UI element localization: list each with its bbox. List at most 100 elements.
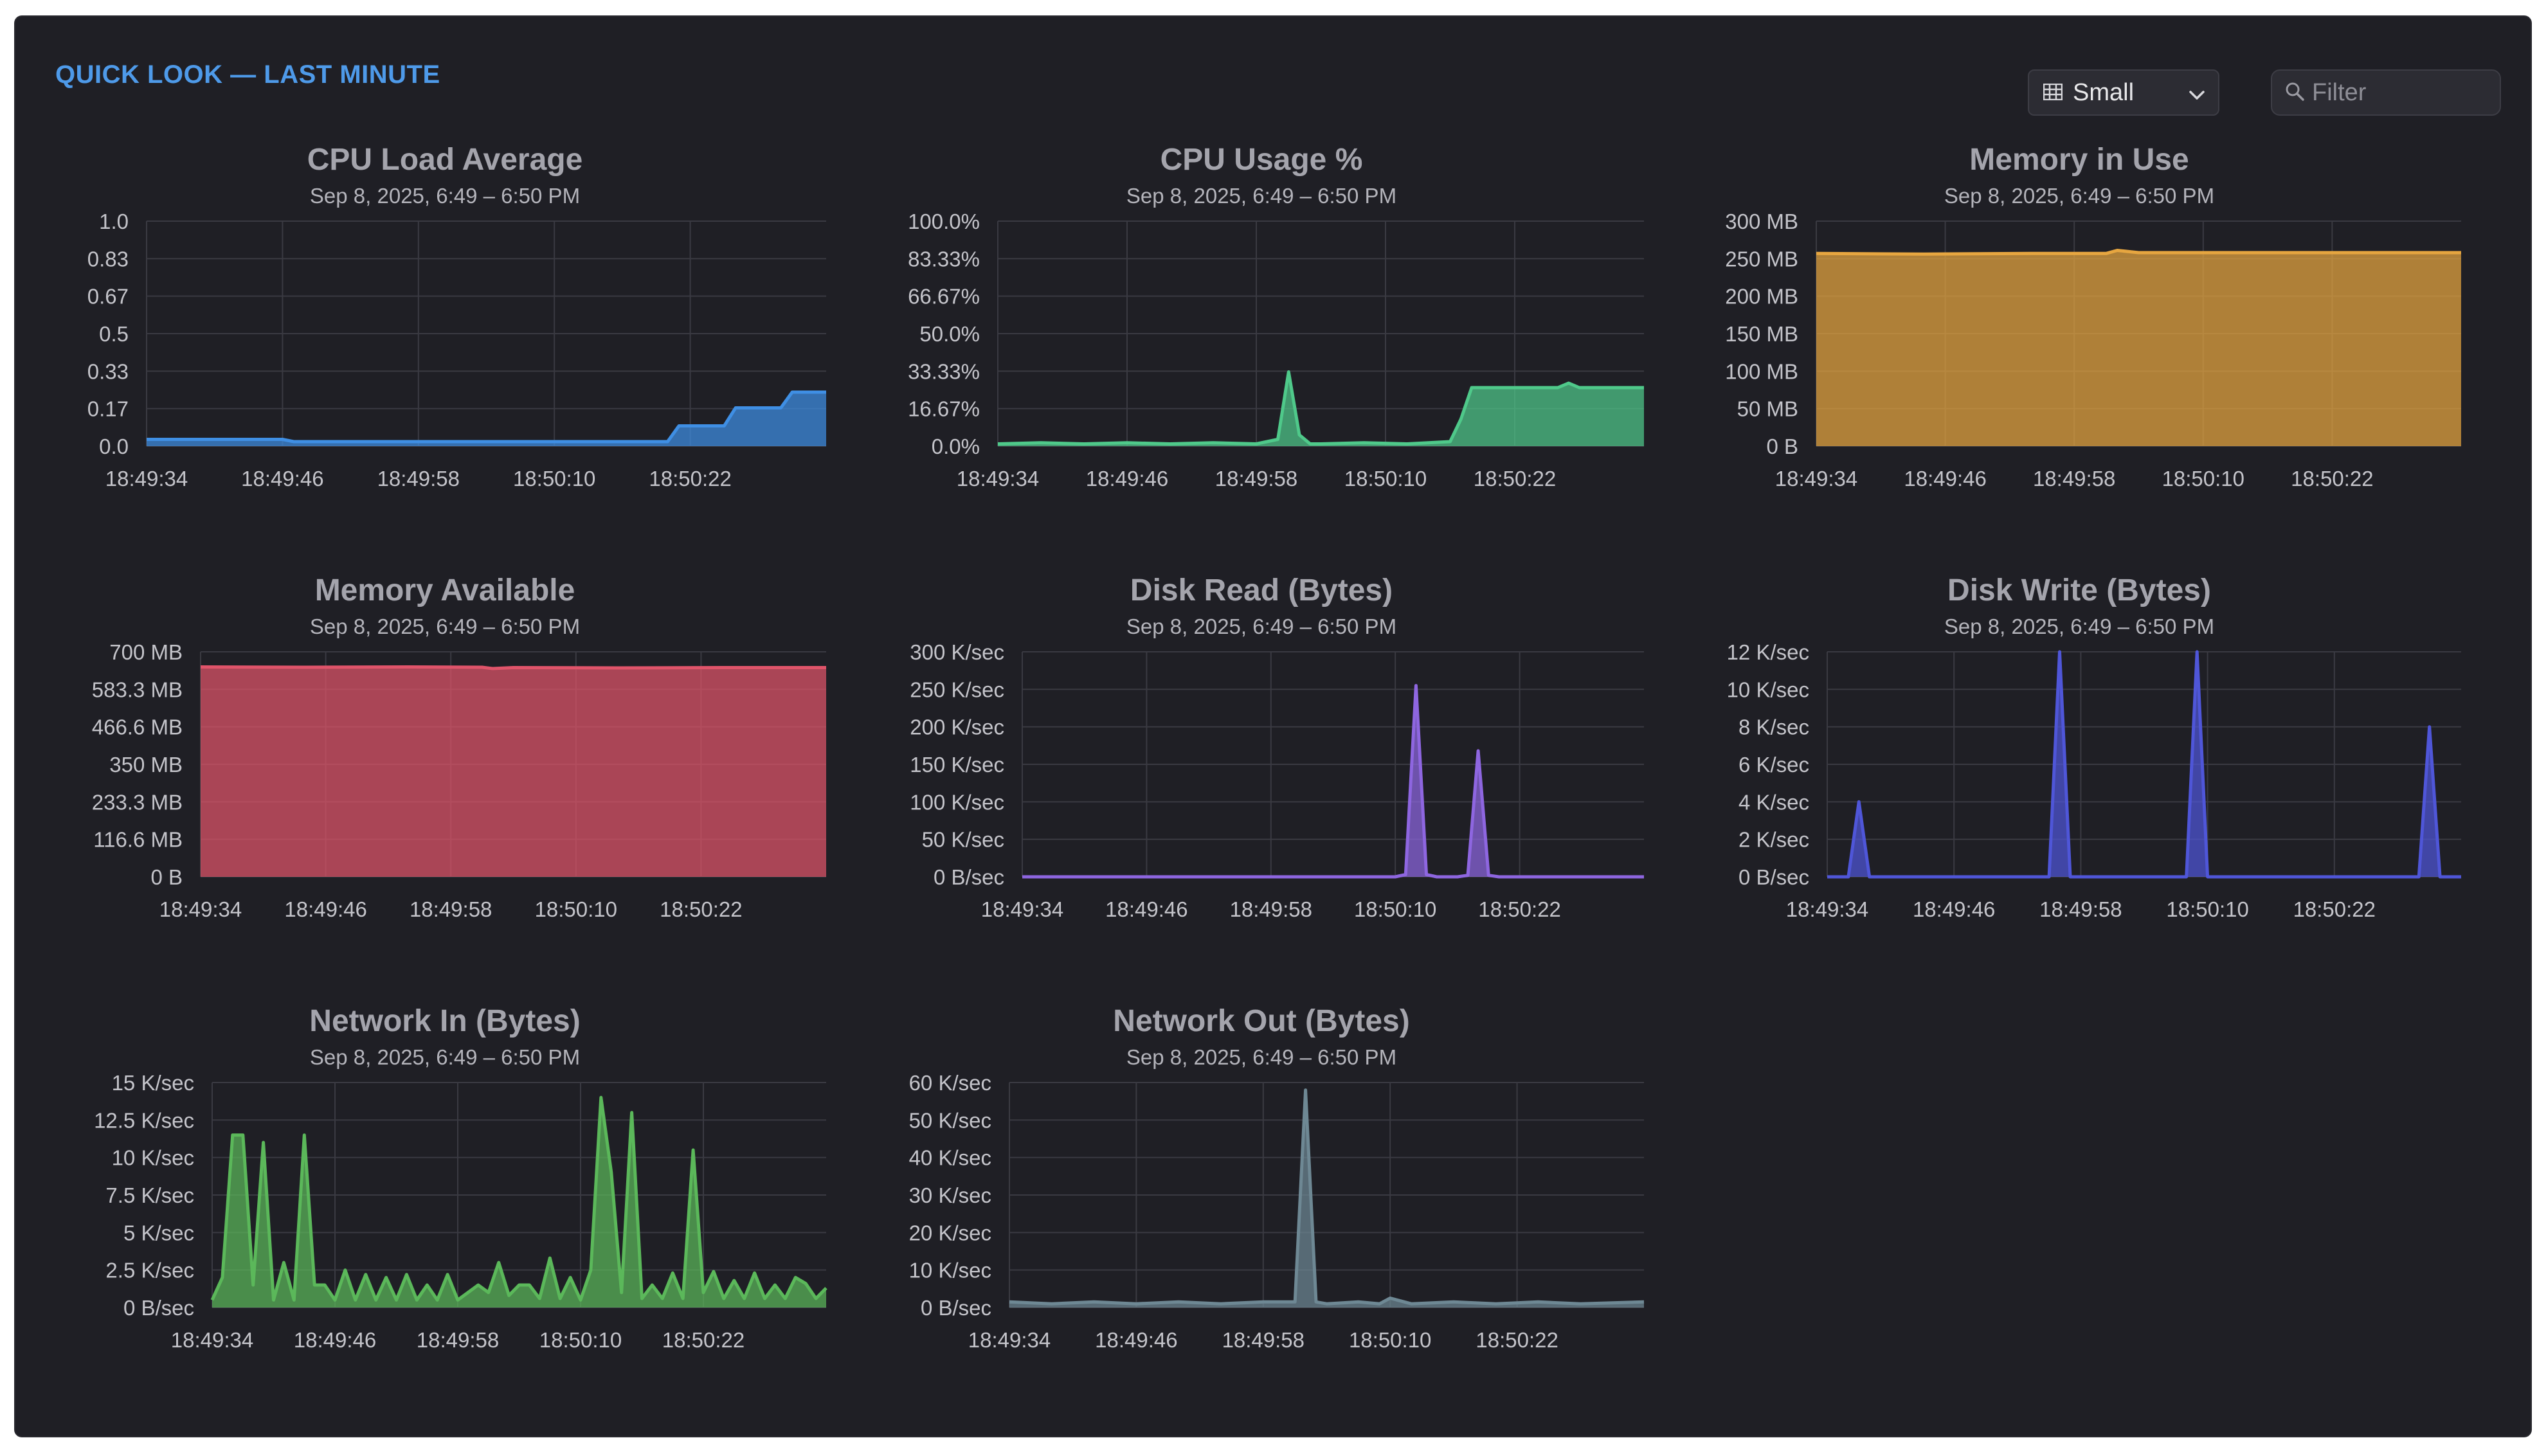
network-in-bytes-y-tick-label: 7.5 K/sec [105,1183,194,1207]
cpu-load-average-y-tick-label: 0.17 [87,397,129,421]
memory-in-use-x-tick-label: 18:50:10 [2162,467,2244,490]
memory-available-y-tick-label: 0 B [150,865,183,889]
disk-write-bytes-x-tick-label: 18:49:58 [2039,897,2122,921]
panel-title: QUICK LOOK — LAST MINUTE [55,60,440,89]
network-out-bytes-y-tick-label: 0 B/sec [921,1296,991,1320]
memory-in-use-title: Memory in Use [1969,143,2189,177]
cpu-load-average-x-tick-label: 18:49:46 [241,467,323,490]
network-in-bytes-x-tick-label: 18:49:58 [417,1328,499,1352]
disk-read-bytes-x-tick-label: 18:50:22 [1478,897,1560,921]
memory-available-y-tick-label: 350 MB [109,753,183,777]
disk-write-bytes-x-tick-label: 18:49:34 [1786,897,1868,921]
cpu-usage-pct-y-tick-label: 83.33% [908,247,980,271]
disk-read-bytes-y-tick-label: 150 K/sec [910,753,1004,777]
network-in-bytes-area [212,1097,826,1308]
disk-read-bytes-y-tick-label: 200 K/sec [910,715,1004,739]
network-in-bytes-title: Network In (Bytes) [309,1004,580,1038]
filter-input[interactable] [2311,78,2487,107]
cpu-load-average-y-tick-label: 0.83 [87,247,129,271]
memory-in-use-area [1816,250,2461,446]
network-in-bytes-chart: Network In (Bytes) Sep 8, 2025, 6:49 – 6:… [94,1004,827,1352]
disk-write-bytes-y-tick-label: 4 K/sec [1738,790,1809,814]
memory-in-use-y-tick-label: 100 MB [1725,359,1798,383]
disk-write-bytes-y-tick-label: 0 B/sec [1738,865,1809,889]
search-icon [2285,82,2304,104]
network-in-bytes-y-tick-label: 12.5 K/sec [94,1108,194,1132]
cpu-usage-pct-title: CPU Usage % [1160,143,1363,177]
disk-read-bytes-x-tick-label: 18:49:46 [1105,897,1187,921]
disk-write-bytes-y-tick-label: 6 K/sec [1738,753,1809,777]
memory-available-subtitle: Sep 8, 2025, 6:49 – 6:50 PM [310,615,580,638]
memory-in-use-y-tick-label: 150 MB [1725,322,1798,346]
network-in-bytes-y-tick-label: 10 K/sec [112,1146,194,1170]
network-out-bytes-x-tick-label: 18:49:34 [968,1328,1051,1352]
cpu-load-average-y-tick-label: 0.33 [87,359,129,383]
grid-icon [2043,79,2063,107]
disk-read-bytes-x-tick-label: 18:49:34 [981,897,1063,921]
network-out-bytes-chart: Network Out (Bytes) Sep 8, 2025, 6:49 – 6… [909,1004,1645,1352]
disk-write-bytes-title: Disk Write (Bytes) [1947,573,2211,607]
network-in-bytes-x-tick-label: 18:50:22 [662,1328,745,1352]
filter-field[interactable] [2271,69,2501,116]
cpu-usage-pct-y-tick-label: 0.0% [932,435,980,458]
cpu-usage-pct-y-tick-label: 16.67% [908,397,980,421]
cpu-usage-pct-area [998,372,1644,446]
memory-in-use-y-tick-label: 200 MB [1725,285,1798,309]
cpu-load-average-x-tick-label: 18:50:22 [649,467,731,490]
memory-available-chart: Memory Available Sep 8, 2025, 6:49 – 6:50… [92,573,826,921]
network-out-bytes-y-tick-label: 50 K/sec [909,1108,991,1132]
cpu-load-average-x-tick-label: 18:49:58 [377,467,460,490]
disk-read-bytes-y-tick-label: 50 K/sec [922,828,1004,852]
memory-available-x-tick-label: 18:49:58 [410,897,492,921]
disk-write-bytes-x-tick-label: 18:50:10 [2166,897,2248,921]
memory-available-y-tick-label: 583.3 MB [92,678,183,701]
network-out-bytes-y-tick-label: 30 K/sec [909,1183,991,1207]
cpu-usage-pct-series-line [997,370,1644,445]
disk-write-bytes-x-tick-label: 18:49:46 [1913,897,1995,921]
network-in-bytes-x-tick-label: 18:50:10 [539,1328,622,1352]
disk-read-bytes-x-tick-label: 18:49:58 [1230,897,1312,921]
disk-write-bytes-y-tick-label: 2 K/sec [1738,828,1809,852]
cpu-load-average-x-tick-label: 18:50:10 [513,467,595,490]
network-out-bytes-x-tick-label: 18:50:10 [1349,1328,1431,1352]
memory-in-use-y-tick-label: 0 B [1766,435,1798,458]
cpu-usage-pct-y-tick-label: 66.67% [908,285,980,309]
disk-write-bytes-series-line [1827,650,2461,879]
cpu-usage-pct-x-tick-label: 18:50:22 [1474,467,1556,490]
network-out-bytes-x-tick-label: 18:50:22 [1476,1328,1558,1352]
memory-in-use-series-line [1816,249,2461,256]
disk-read-bytes-chart: Disk Read (Bytes) Sep 8, 2025, 6:49 – 6:5… [910,573,1644,921]
network-out-bytes-y-tick-label: 10 K/sec [909,1259,991,1282]
cpu-usage-pct-chart: CPU Usage % Sep 8, 2025, 6:49 – 6:50 PM 10… [908,143,1644,490]
network-in-bytes-y-tick-label: 0 B/sec [123,1296,194,1320]
memory-in-use-y-tick-label: 50 MB [1737,397,1798,421]
memory-available-x-tick-label: 18:50:22 [660,897,742,921]
network-in-bytes-y-tick-label: 2.5 K/sec [105,1259,194,1282]
memory-in-use-x-tick-label: 18:49:34 [1775,467,1857,490]
cpu-usage-pct-y-tick-label: 33.33% [908,359,980,383]
memory-available-area [201,667,826,877]
cpu-load-average-y-tick-label: 0.67 [87,285,129,309]
memory-available-y-tick-label: 233.3 MB [92,790,183,814]
chevron-down-icon [2189,79,2205,107]
cpu-load-average-subtitle: Sep 8, 2025, 6:49 – 6:50 PM [310,184,580,208]
size-select[interactable]: Small [2028,69,2219,116]
cpu-load-average-series-line [147,390,826,444]
cpu-load-average-title: CPU Load Average [307,143,583,177]
disk-read-bytes-y-tick-label: 250 K/sec [910,678,1004,701]
network-in-bytes-x-tick-label: 18:49:46 [294,1328,376,1352]
disk-write-bytes-y-tick-label: 10 K/sec [1727,678,1809,701]
network-in-bytes-x-tick-label: 18:49:34 [171,1328,253,1352]
memory-in-use-x-tick-label: 18:50:22 [2291,467,2373,490]
memory-available-y-tick-label: 116.6 MB [93,828,183,852]
network-in-bytes-y-tick-label: 5 K/sec [123,1221,194,1245]
memory-in-use-chart: Memory in Use Sep 8, 2025, 6:49 – 6:50 PM… [1725,143,2461,490]
network-out-bytes-y-tick-label: 40 K/sec [909,1146,991,1170]
cpu-load-average-chart: CPU Load Average Sep 8, 2025, 6:49 – 6:50… [87,143,826,490]
disk-read-bytes-y-tick-label: 0 B/sec [934,865,1004,889]
network-out-bytes-x-tick-label: 18:49:46 [1095,1328,1177,1352]
network-out-bytes-area [1009,1090,1644,1308]
memory-available-y-tick-label: 466.6 MB [92,715,183,739]
memory-available-series-line [200,665,826,670]
